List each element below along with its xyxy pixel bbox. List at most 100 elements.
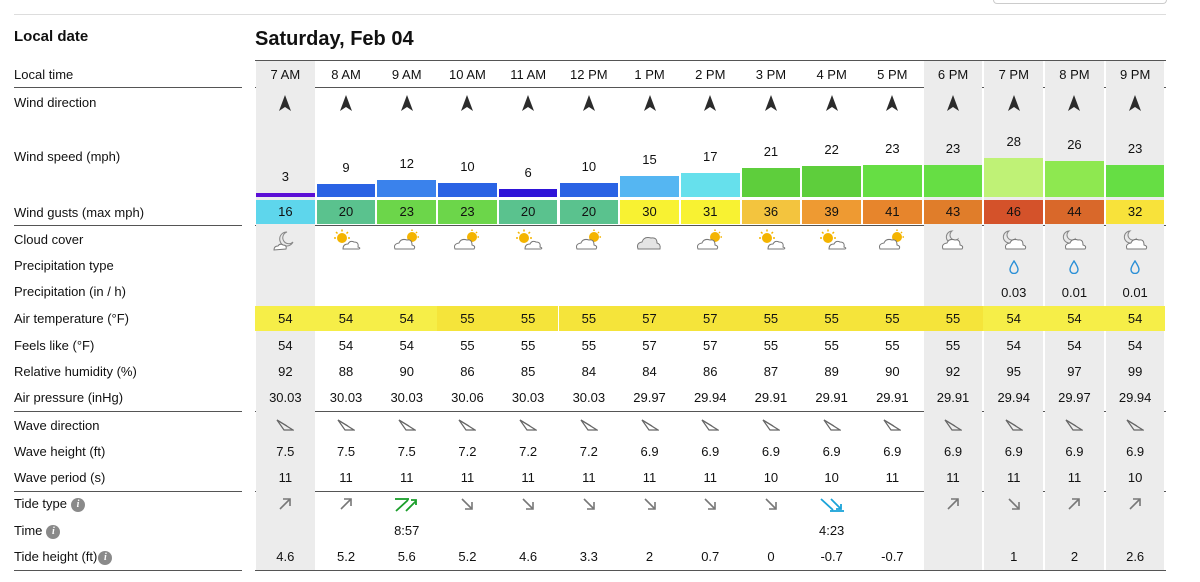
- top-divider: [14, 14, 1166, 15]
- tide-rising-icon: [1068, 498, 1081, 510]
- precip-value: 0.01: [1122, 285, 1148, 300]
- tide-height-value: 5.2: [458, 549, 477, 564]
- wave-height-value: 6.9: [822, 444, 841, 459]
- air-temp-cell: 55: [922, 306, 984, 331]
- low-tide-icon: [820, 498, 844, 512]
- tide-height-value: 4.6: [276, 549, 295, 564]
- time-label: 3 PM: [755, 67, 787, 82]
- wave-period-value: 11: [582, 470, 596, 485]
- humidity-value: 89: [824, 364, 839, 379]
- wave-arrow-icon: [458, 419, 477, 431]
- info-icon[interactable]: i: [98, 550, 113, 565]
- time-label: 1 PM: [634, 67, 665, 82]
- info-icon[interactable]: i: [46, 524, 61, 539]
- info-icon[interactable]: i: [71, 497, 85, 512]
- raindrop-icon: [1009, 260, 1019, 274]
- pressure-value: 30.03: [390, 390, 423, 405]
- divider: [255, 60, 1166, 61]
- tide-type-icon: [680, 497, 741, 515]
- wind-gust-cell: 44: [1045, 200, 1104, 224]
- wave-direction-arrow-icon: [619, 418, 680, 434]
- label-wind-speed: Wind speed (mph): [14, 149, 121, 164]
- air-temp-cell: 54: [315, 306, 377, 331]
- wave-arrow-icon: [701, 419, 720, 431]
- label-precip: Precipitation (in / h): [14, 284, 126, 299]
- wave-arrow-icon: [398, 419, 416, 431]
- humidity-value: 87: [763, 364, 779, 379]
- label-local-time: Local time: [14, 67, 74, 82]
- wave-height-value: 6.9: [943, 444, 963, 459]
- label-tide-height: Tide height (ft) i: [14, 549, 113, 565]
- wind-speed-bar: [316, 184, 376, 197]
- label-wave-period: Wave period (s): [14, 470, 106, 485]
- wave-height-value: 7.5: [336, 444, 356, 459]
- high-tide-icon: [394, 498, 417, 512]
- humidity-value: 85: [520, 364, 536, 379]
- wave-direction-arrow-icon: [498, 418, 559, 434]
- cloud-cover-icon: [801, 229, 862, 251]
- wind-speed-value: 28: [1006, 134, 1021, 149]
- precip-type: [680, 260, 741, 276]
- humidity-value: 95: [1006, 364, 1021, 379]
- night-partly-icon: [273, 231, 294, 251]
- tide-height-value: 5.6: [397, 549, 416, 564]
- wave-height-value: 6.9: [761, 444, 780, 459]
- humidity-value: 84: [642, 364, 657, 379]
- wave-period-value: 11: [946, 470, 960, 485]
- feels-like-value: 54: [399, 338, 414, 353]
- cloud-sun-icon: [575, 229, 601, 250]
- cloudy-icon: [636, 237, 661, 250]
- sun-cloud-icon: [334, 229, 361, 250]
- tide-type-icon: [376, 497, 437, 515]
- humidity-value: 92: [945, 364, 961, 379]
- local-date-label: Local date: [14, 28, 89, 45]
- top-dropdown-edge[interactable]: [993, 0, 1167, 4]
- tide-type-icon: [923, 497, 984, 515]
- feels-like-value: 54: [1006, 338, 1021, 353]
- wave-period-value: 11: [1006, 470, 1021, 485]
- tide-type-icon: [255, 497, 316, 515]
- pressure-value: 29.94: [997, 390, 1030, 405]
- divider: [14, 225, 242, 226]
- feels-like-value: 55: [460, 338, 475, 353]
- feels-like-value: 54: [1067, 338, 1082, 353]
- wave-arrow-icon: [823, 419, 841, 431]
- cloud-sun-icon: [454, 229, 480, 250]
- wave-period-value: 11: [1067, 470, 1082, 485]
- tide-height-value: 4.6: [519, 549, 538, 564]
- wave-direction-arrow-icon: [559, 418, 620, 434]
- divider: [14, 570, 242, 571]
- wave-arrow-icon: [1065, 419, 1084, 431]
- tide-height-value: 3.3: [579, 549, 598, 564]
- pressure-value: 30.03: [329, 390, 363, 405]
- wind-gust-cell: 46: [984, 200, 1044, 224]
- label-tide-time: Time i: [14, 523, 61, 539]
- wind-speed-value: 23: [1127, 141, 1143, 156]
- wave-direction-arrow-icon: [1105, 418, 1166, 434]
- wave-direction-arrow-icon: [923, 418, 984, 434]
- time-label: 9 PM: [1119, 67, 1151, 82]
- wind-speed-bar: [559, 183, 619, 197]
- wind-direction-arrow-icon: [1044, 94, 1105, 114]
- wind-speed-value: 12: [399, 156, 414, 171]
- raindrop-icon: [1069, 260, 1080, 274]
- label-wind-direction: Wind direction: [14, 95, 97, 110]
- pressure-value: 30.03: [511, 390, 545, 405]
- wave-direction-arrow-icon: [437, 418, 498, 434]
- date-heading: Saturday, Feb 04: [255, 28, 414, 50]
- time-label: 8 AM: [331, 67, 361, 82]
- cloud-cover-icon: [741, 229, 802, 251]
- tide-height-text: Tide height (ft): [14, 549, 98, 564]
- humidity-value: 92: [278, 364, 293, 379]
- wave-arrow-icon: [276, 419, 295, 431]
- wave-direction-arrow-icon: [1044, 418, 1105, 434]
- wave-direction-arrow-icon: [801, 418, 862, 434]
- tide-type-icon: [619, 497, 680, 515]
- label-humidity: Relative humidity (%): [14, 364, 137, 379]
- label-cloud-cover: Cloud cover: [14, 232, 84, 247]
- arrow-up-icon: [582, 95, 595, 111]
- wave-height-value: 6.9: [1004, 444, 1023, 459]
- wave-height-value: 6.9: [640, 444, 659, 459]
- tide-type-icon: [1044, 497, 1105, 515]
- pressure-value: 29.97: [633, 390, 666, 405]
